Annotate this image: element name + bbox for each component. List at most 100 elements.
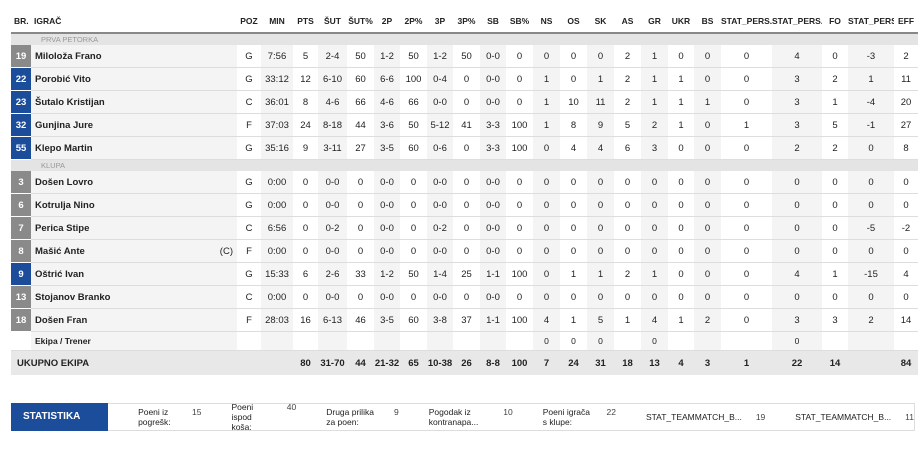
captain-mark: [177, 113, 237, 137]
stat-cell: 0: [533, 285, 560, 309]
stat-cell: 8: [894, 136, 918, 160]
col-header-ut[interactable]: ŠUT%: [347, 10, 374, 34]
stat-cell: 0: [848, 193, 894, 217]
stat-cell: 3-5: [374, 136, 400, 160]
col-header-fo[interactable]: FO: [822, 10, 848, 34]
stat-cell: 100: [506, 308, 533, 332]
stat-cell: 0: [560, 171, 587, 194]
stat-cell: 0:00: [261, 193, 293, 217]
col-header-2p[interactable]: 2P: [374, 10, 400, 34]
player-row[interactable]: 8 Mašić Ante (C) F 0:00 0 0-0 0 0-0 0 0-0 0 0-0 0 0 0 0 0…: [11, 239, 918, 263]
stat-cell: 0: [400, 216, 427, 240]
col-header-poz[interactable]: POZ: [237, 10, 261, 34]
player-name-link[interactable]: Kotrulja Nino: [31, 193, 177, 217]
stat-cell: 0: [721, 136, 772, 160]
player-row[interactable]: 9 Oštrić Ivan G 15:33 6 2-6 33 1-2 50 1-4 25 1-1 100…: [11, 262, 918, 286]
col-header-gr[interactable]: GR: [641, 10, 668, 34]
col-header-pts[interactable]: PTS: [293, 10, 318, 34]
col-header-stat-pers[interactable]: STAT_PERS...: [772, 10, 822, 34]
stat-cell: 1: [533, 113, 560, 137]
stat-cell: 27: [894, 113, 918, 137]
col-header-stat-pers[interactable]: STAT_PERS...: [721, 10, 772, 34]
stat-cell: 0: [400, 239, 427, 263]
stat-cell: 0: [894, 239, 918, 263]
stat-cell: 1: [533, 90, 560, 114]
stat-cell: 5-12: [427, 113, 453, 137]
player-name-link[interactable]: Miloloža Frano: [31, 45, 177, 68]
player-name-link[interactable]: Došen Lovro: [31, 171, 177, 194]
player-name-link[interactable]: Oštrić Ivan: [31, 262, 177, 286]
player-row[interactable]: 55 Klepo Martin G 35:16 9 3-11 27 3-5 60 0-6 0 3-3 1…: [11, 136, 918, 160]
stat-cell: 50: [400, 113, 427, 137]
player-row[interactable]: 7 Perica Stipe C 6:56 0 0-2 0 0-0 0 0-2 0 0-0 0 0 0 0 0 0…: [11, 216, 918, 240]
stat-cell: 0: [694, 45, 721, 68]
stat-cell: 50: [453, 45, 480, 68]
stat-cell: 0: [822, 239, 848, 263]
stat-cell: 0: [772, 331, 822, 351]
col-header-sk[interactable]: SK: [587, 10, 614, 34]
col-header-igra[interactable]: IGRAČ: [31, 10, 177, 34]
col-header-as[interactable]: AS: [614, 10, 641, 34]
stat-cell: 0: [668, 193, 694, 217]
stat-cell: 0: [347, 171, 374, 194]
player-name-link[interactable]: Stojanov Branko: [31, 285, 177, 309]
player-name-link[interactable]: Mašić Ante: [31, 239, 177, 263]
col-header-stat-pers[interactable]: STAT_PERS...: [848, 10, 894, 34]
stat-cell: 7:56: [261, 45, 293, 68]
player-row[interactable]: 32 Gunjina Jure F 37:03 24 8-18 44 3-6 50 5-12 41 3…: [11, 113, 918, 137]
col-header-ukr[interactable]: UKR: [668, 10, 694, 34]
stat-cell: 3-6: [374, 113, 400, 137]
stat-cell: 0: [848, 171, 894, 194]
stat-cell: 0: [506, 171, 533, 194]
stat-cell: 0-0: [480, 45, 506, 68]
col-header-sb[interactable]: SB%: [506, 10, 533, 34]
player-name-link[interactable]: Došen Fran: [31, 308, 177, 332]
stat-cell: 0: [694, 285, 721, 309]
captain-mark: [177, 308, 237, 332]
player-row[interactable]: 13 Stojanov Branko C 0:00 0 0-0 0 0-0 0 0-0 0 0-0 0 0…: [11, 285, 918, 309]
col-header-sb[interactable]: SB: [480, 10, 506, 34]
stat-cell: 0-0: [480, 171, 506, 194]
stat-cell: 0: [506, 193, 533, 217]
player-row[interactable]: 3 Došen Lovro G 0:00 0 0-0 0 0-0 0 0-0 0 0-0 0 0 0 0 0 0 0…: [11, 171, 918, 194]
col-header-c2[interactable]: [177, 10, 237, 34]
col-header-br[interactable]: BR.: [11, 10, 31, 34]
player-row[interactable]: 19 Miloloža Frano G 7:56 5 2-4 50 1-2 50 1-2 50 0-0…: [11, 45, 918, 68]
player-row[interactable]: 22 Porobić Vito G 33:12 12 6-10 60 6-6 100 0-4 0 0-…: [11, 67, 918, 91]
player-row[interactable]: 6 Kotrulja Nino G 0:00 0 0-0 0 0-0 0 0-0 0 0-0 0 0 0 0 0…: [11, 193, 918, 217]
stat-cell: 0: [560, 193, 587, 217]
player-name-link[interactable]: Perica Stipe: [31, 216, 177, 240]
player-name-link[interactable]: Šutalo Kristijan: [31, 90, 177, 114]
stat-cell: 0: [587, 171, 614, 194]
team-stat-label: STAT_TEAMMATCH_B...: [795, 412, 892, 422]
col-header-ns[interactable]: NS: [533, 10, 560, 34]
stat-cell: 33:12: [261, 67, 293, 91]
stat-cell: -3: [848, 45, 894, 68]
player-row[interactable]: 23 Šutalo Kristijan C 36:01 8 4-6 66 4-6 66 0-0 0 0…: [11, 90, 918, 114]
stat-cell: 1-2: [374, 262, 400, 286]
col-header-min[interactable]: MIN: [261, 10, 293, 34]
stat-cell: 0: [560, 285, 587, 309]
stat-cell: [614, 331, 641, 351]
stat-cell: 0: [506, 67, 533, 91]
col-header-os[interactable]: OS: [560, 10, 587, 34]
stat-cell: 0: [293, 239, 318, 263]
player-name-link[interactable]: Klepo Martin: [31, 136, 177, 160]
col-header-ut[interactable]: ŠUT: [318, 10, 347, 34]
team-stat-value: 40: [286, 402, 297, 412]
col-header-3p[interactable]: 3P: [427, 10, 453, 34]
col-header-3p[interactable]: 3P%: [453, 10, 480, 34]
player-name-link[interactable]: Porobić Vito: [31, 67, 177, 91]
col-header-eff[interactable]: EFF: [894, 10, 918, 34]
stat-cell: 37:03: [261, 113, 293, 137]
stat-cell: 0:00: [261, 239, 293, 263]
player-row[interactable]: 18 Došen Fran F 28:03 16 6-13 46 3-5 60 3-8 37 1-1 1…: [11, 308, 918, 332]
col-header-2p[interactable]: 2P%: [400, 10, 427, 34]
col-header-bs[interactable]: BS: [694, 10, 721, 34]
jersey-number: 3: [11, 171, 31, 194]
stat-cell: 1: [694, 90, 721, 114]
stat-cell: 0-2: [427, 216, 453, 240]
total-cell: 18: [614, 350, 641, 375]
stat-cell: 0-0: [318, 171, 347, 194]
player-name-link[interactable]: Gunjina Jure: [31, 113, 177, 137]
